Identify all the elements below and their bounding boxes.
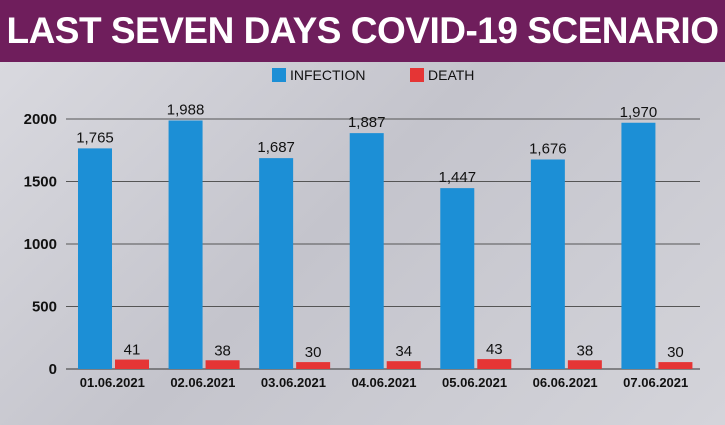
infection-data-label: 1,687 (257, 139, 295, 156)
death-data-label: 30 (305, 344, 322, 361)
header-banner: LAST SEVEN DAYS COVID-19 SCENARIO (0, 0, 725, 62)
infection-data-label: 1,447 (439, 169, 477, 186)
legend-swatch-death (410, 68, 424, 82)
y-tick-label: 500 (32, 299, 57, 316)
death-bar (386, 361, 421, 369)
death-data-label: 41 (124, 342, 141, 359)
chart-title: LAST SEVEN DAYS COVID-19 SCENARIO (6, 10, 719, 51)
infection-bar (349, 133, 384, 369)
x-tick-label: 07.06.2021 (623, 375, 688, 390)
death-bar (567, 360, 602, 369)
death-bar (296, 362, 331, 369)
infection-bar (259, 158, 294, 369)
legend-label-infection: INFECTION (290, 67, 365, 83)
y-tick-label: 2000 (24, 111, 57, 128)
death-bar (477, 359, 512, 369)
infection-data-label: 1,765 (76, 129, 114, 146)
x-tick-label: 01.06.2021 (80, 375, 145, 390)
y-tick-label: 1500 (24, 174, 57, 191)
infection-bar (440, 188, 475, 369)
death-data-label: 34 (395, 343, 412, 360)
death-bar (658, 362, 693, 369)
x-tick-label: 02.06.2021 (170, 375, 235, 390)
legend-swatch-infection (272, 68, 286, 82)
x-tick-label: 05.06.2021 (442, 375, 507, 390)
infection-bar (168, 120, 203, 369)
death-bar (115, 359, 149, 369)
death-data-label: 30 (667, 344, 684, 361)
death-bar (205, 360, 240, 369)
infection-data-label: 1,887 (348, 114, 386, 131)
infection-bar (78, 148, 112, 369)
x-tick-label: 03.06.2021 (261, 375, 326, 390)
x-tick-label: 06.06.2021 (533, 375, 598, 390)
y-tick-label: 0 (49, 361, 57, 378)
x-tick-label: 04.06.2021 (351, 375, 416, 390)
infection-data-label: 1,676 (529, 141, 567, 158)
infection-bar (621, 122, 656, 369)
infection-bar (530, 159, 565, 369)
death-data-label: 38 (577, 342, 594, 359)
infection-data-label: 1,970 (620, 104, 658, 121)
y-tick-label: 1000 (24, 236, 57, 253)
death-data-label: 43 (486, 341, 503, 358)
death-data-label: 38 (214, 342, 231, 359)
infection-data-label: 1,988 (167, 102, 205, 119)
legend-label-death: DEATH (428, 67, 474, 83)
